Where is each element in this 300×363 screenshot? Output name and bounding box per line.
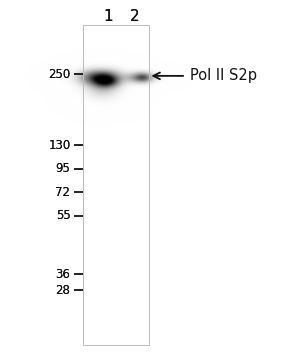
Text: 1: 1 bbox=[103, 9, 113, 24]
Text: 2: 2 bbox=[130, 9, 140, 24]
Text: 55: 55 bbox=[56, 209, 70, 223]
Text: 28: 28 bbox=[56, 284, 70, 297]
Text: 36: 36 bbox=[56, 268, 70, 281]
FancyBboxPatch shape bbox=[82, 25, 148, 345]
Text: 36: 36 bbox=[56, 268, 70, 281]
Text: 95: 95 bbox=[56, 162, 70, 175]
Text: 95: 95 bbox=[56, 162, 70, 175]
Text: 28: 28 bbox=[56, 284, 70, 297]
Text: 250: 250 bbox=[48, 68, 70, 81]
Text: 2: 2 bbox=[130, 9, 140, 24]
Text: Pol II S2p: Pol II S2p bbox=[190, 68, 257, 83]
Text: 130: 130 bbox=[48, 139, 70, 152]
Text: 72: 72 bbox=[56, 186, 70, 199]
Text: 130: 130 bbox=[48, 139, 70, 152]
Text: 55: 55 bbox=[56, 209, 70, 223]
Text: 250: 250 bbox=[48, 68, 70, 81]
Text: 1: 1 bbox=[103, 9, 113, 24]
Text: 72: 72 bbox=[56, 186, 70, 199]
